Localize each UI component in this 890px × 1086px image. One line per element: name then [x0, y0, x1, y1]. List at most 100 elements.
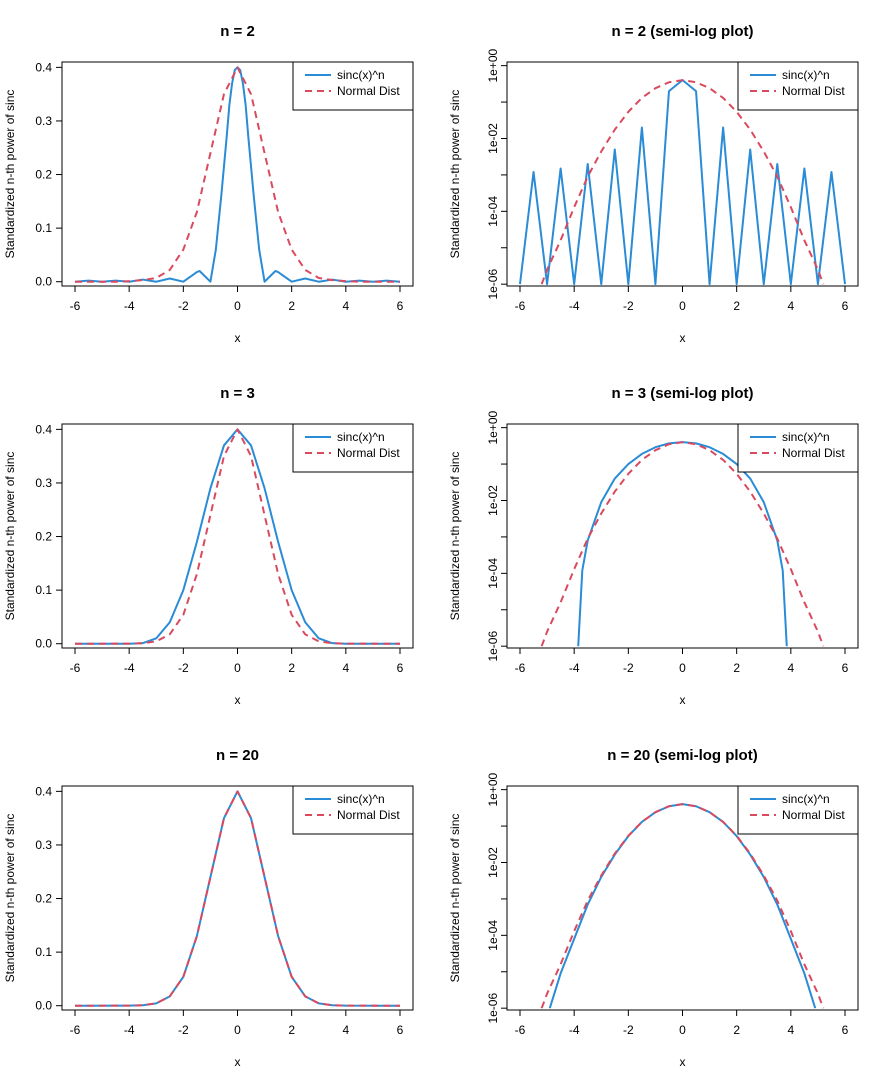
- x-axis-label: x: [680, 1055, 686, 1069]
- x-axis-label: x: [680, 693, 686, 707]
- y-tick-label: 1e-04: [486, 558, 500, 589]
- y-tick-label: 0.4: [35, 60, 52, 74]
- x-tick-label: 0: [234, 1023, 241, 1037]
- x-tick-label: 2: [288, 299, 295, 313]
- y-tick-label: 1e-04: [486, 196, 500, 227]
- y-axis-label: Standardized n-th power of sinc: [448, 452, 462, 621]
- y-tick-label: 0.0: [35, 275, 52, 289]
- chart-panel: n = 20 (semi-log plot) -6 -4 -2 0 2 4 6 x 1e-06 1e…: [448, 747, 859, 1069]
- x-tick-label: -2: [623, 1023, 634, 1037]
- y-tick-label: 0.2: [35, 168, 52, 182]
- x-tick-label: -6: [70, 299, 81, 313]
- x-tick-label: -4: [124, 661, 135, 675]
- y-axis-label: Standardized n-th power of sinc: [3, 90, 17, 259]
- x-tick-label: 2: [733, 299, 740, 313]
- sinc-series-line: [548, 803, 817, 1009]
- y-tick-label: 0.3: [35, 476, 52, 490]
- x-tick-label: 2: [733, 661, 740, 675]
- y-axis-label: Standardized n-th power of sinc: [3, 814, 17, 983]
- legend-label: Normal Dist: [337, 808, 400, 822]
- y-tick-label: 0.2: [35, 892, 52, 906]
- x-tick-label: 6: [397, 1023, 404, 1037]
- normal-series-line: [74, 790, 401, 1007]
- chart-panel: n = 20 -6 -4 -2 0 2 4 6 x 0.0 0.1 0.2 0.3 0.4 Standard…: [3, 747, 414, 1069]
- legend-box: [737, 785, 859, 835]
- legend-label: sinc(x)^n: [337, 792, 385, 806]
- y-tick-label: 0.1: [35, 583, 52, 597]
- y-tick-label: 0.1: [35, 221, 52, 235]
- y-tick-label: 1e-06: [486, 269, 500, 300]
- legend-label: sinc(x)^n: [337, 68, 385, 82]
- x-tick-label: -6: [515, 299, 526, 313]
- y-tick-label: 1e-06: [486, 993, 500, 1024]
- normal-series-line: [540, 441, 825, 647]
- legend-box: [292, 61, 414, 111]
- x-tick-label: 0: [234, 299, 241, 313]
- y-axis-label: Standardized n-th power of sinc: [3, 452, 17, 621]
- chart-title: n = 3 (semi-log plot): [611, 385, 753, 402]
- chart-title: n = 20: [216, 747, 259, 764]
- y-tick-label: 0.3: [35, 838, 52, 852]
- legend-box: [737, 61, 859, 111]
- y-tick-label: 1e-02: [486, 847, 500, 878]
- y-tick-label: 0.4: [35, 422, 52, 436]
- x-tick-label: -6: [70, 1023, 81, 1037]
- legend-label: Normal Dist: [337, 446, 400, 460]
- x-tick-label: 4: [342, 661, 349, 675]
- normal-series-line: [540, 79, 825, 285]
- legend-label: Normal Dist: [782, 808, 845, 822]
- chart-panel: n = 2 -6 -4 -2 0 2 4 6 x 0.0 0.1 0.2 0.3 0.4 Standardi…: [3, 23, 414, 345]
- x-tick-label: -4: [569, 1023, 580, 1037]
- x-tick-label: 6: [842, 1023, 849, 1037]
- x-tick-label: 0: [679, 661, 686, 675]
- legend-box: [292, 423, 414, 473]
- chart-title: n = 20 (semi-log plot): [607, 747, 757, 764]
- y-axis-label: Standardized n-th power of sinc: [448, 90, 462, 259]
- y-tick-label: 1e-06: [486, 631, 500, 662]
- x-axis-label: x: [680, 331, 686, 345]
- x-tick-label: -2: [178, 1023, 189, 1037]
- x-tick-label: -6: [70, 661, 81, 675]
- chart-title: n = 3: [220, 385, 255, 402]
- x-tick-label: -6: [515, 1023, 526, 1037]
- legend: sinc(x)^n Normal Dist: [292, 61, 414, 111]
- y-tick-label: 1e-04: [486, 920, 500, 951]
- legend: sinc(x)^n Normal Dist: [737, 61, 859, 111]
- x-tick-label: 4: [342, 1023, 349, 1037]
- legend: sinc(x)^n Normal Dist: [292, 423, 414, 473]
- x-tick-label: 4: [787, 1023, 794, 1037]
- x-tick-label: 0: [679, 299, 686, 313]
- x-axis-label: x: [235, 693, 241, 707]
- sinc-series-line: [577, 441, 788, 647]
- x-axis-label: x: [235, 331, 241, 345]
- legend-label: sinc(x)^n: [782, 430, 830, 444]
- x-tick-label: 6: [397, 299, 404, 313]
- x-tick-label: 6: [397, 661, 404, 675]
- sinc-series-line: [519, 79, 846, 286]
- chart-panel: n = 3 -6 -4 -2 0 2 4 6 x 0.0 0.1 0.2 0.3 0.4 Standardi…: [3, 385, 414, 707]
- x-axis-label: x: [235, 1055, 241, 1069]
- x-tick-label: 0: [679, 1023, 686, 1037]
- x-tick-label: -4: [124, 1023, 135, 1037]
- x-tick-label: -2: [178, 661, 189, 675]
- chart-title: n = 2 (semi-log plot): [611, 23, 753, 40]
- y-tick-label: 0.1: [35, 945, 52, 959]
- x-tick-label: -4: [569, 299, 580, 313]
- x-tick-label: 4: [342, 299, 349, 313]
- x-tick-label: -2: [623, 299, 634, 313]
- x-tick-label: 6: [842, 661, 849, 675]
- x-tick-label: -6: [515, 661, 526, 675]
- y-tick-label: 1e+00: [486, 410, 500, 444]
- normal-series-line: [74, 428, 401, 645]
- x-tick-label: -2: [178, 299, 189, 313]
- x-tick-label: 2: [733, 1023, 740, 1037]
- y-tick-label: 1e-02: [486, 485, 500, 516]
- y-tick-label: 0.3: [35, 114, 52, 128]
- legend-label: Normal Dist: [337, 84, 400, 98]
- legend: sinc(x)^n Normal Dist: [737, 785, 859, 835]
- legend-label: sinc(x)^n: [782, 68, 830, 82]
- x-tick-label: -4: [124, 299, 135, 313]
- normal-series-line: [540, 803, 825, 1009]
- legend-box: [737, 423, 859, 473]
